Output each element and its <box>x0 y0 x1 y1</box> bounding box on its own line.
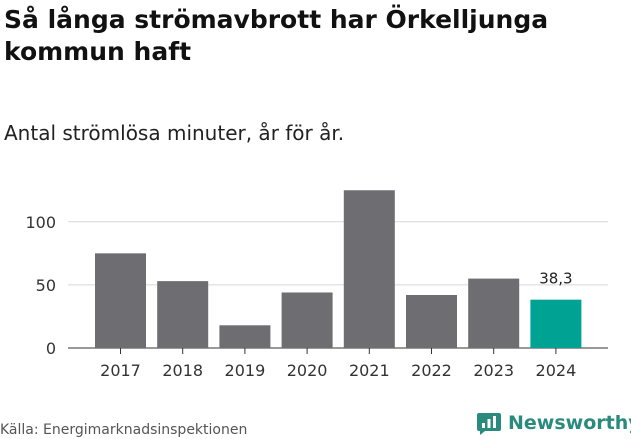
x-tick-label: 2022 <box>411 361 452 380</box>
newsworthy-logo-icon <box>477 413 501 435</box>
y-tick-label: 0 <box>46 339 56 358</box>
x-tick-label: 2021 <box>349 361 390 380</box>
bar-2019 <box>219 325 271 348</box>
y-tick-label: 50 <box>36 276 56 295</box>
data-label-2024: 38,3 <box>539 270 572 288</box>
bar-2023 <box>468 278 520 348</box>
bar-2022 <box>406 294 457 348</box>
bar-2018 <box>157 281 209 348</box>
x-axis-ticks: 2017 2018 2019 2020 2021 2022 2023 2024 <box>100 348 576 380</box>
newsworthy-logo-text: Newsworthy <box>508 412 631 434</box>
bar-2017 <box>95 253 146 348</box>
y-tick-label: 100 <box>25 213 56 232</box>
bar-2021 <box>343 190 395 348</box>
chart-title: Så långa strömavbrott har Örkelljunga ko… <box>4 5 549 66</box>
bar-2020 <box>281 292 333 348</box>
x-tick-label: 2024 <box>536 361 577 380</box>
bars <box>95 190 582 348</box>
x-tick-label: 2020 <box>287 361 328 380</box>
data-labels: 38,3 <box>539 270 572 288</box>
newsworthy-logo: Newsworthy <box>476 410 631 436</box>
chart-subtitle: Antal strömlösa minuter, år för år. <box>4 121 345 145</box>
bar-2024 <box>530 299 582 348</box>
x-tick-label: 2018 <box>162 361 203 380</box>
x-tick-label: 2019 <box>225 361 266 380</box>
gridlines <box>68 221 608 349</box>
x-tick-label: 2023 <box>473 361 514 380</box>
y-axis-ticks: 0 50 100 <box>25 213 56 358</box>
x-tick-label: 2017 <box>100 361 141 380</box>
source-note: Källa: Energimarknadsinspektionen <box>0 422 248 438</box>
